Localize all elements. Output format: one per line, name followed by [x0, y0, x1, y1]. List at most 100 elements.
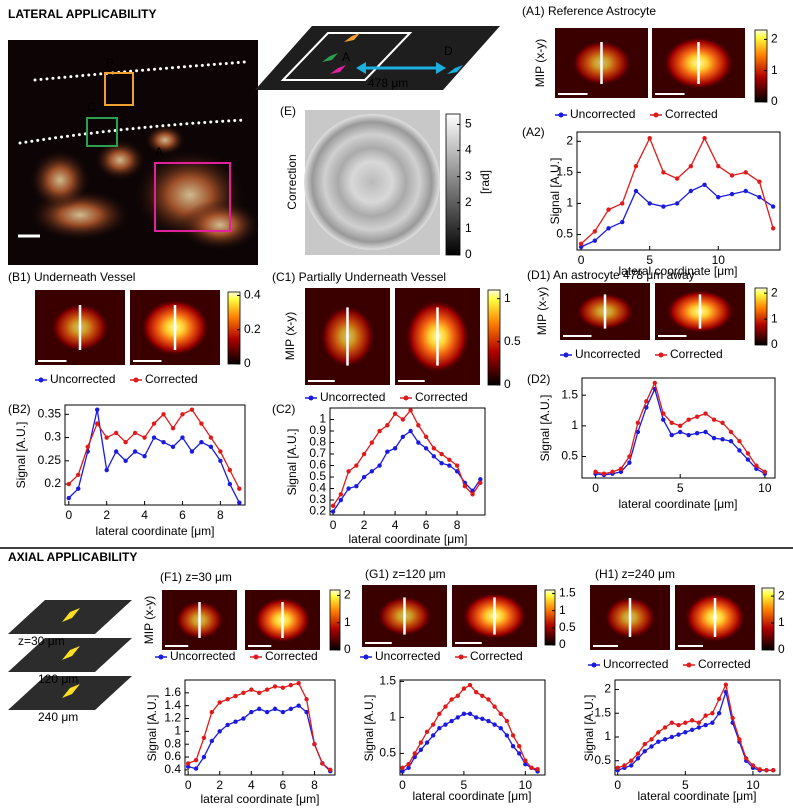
x-tick-label: 8 [454, 518, 461, 532]
data-point [737, 737, 742, 742]
astrocyte-icon [62, 684, 80, 698]
axis-label: MIP (x-y) [142, 596, 156, 644]
data-point [76, 472, 81, 477]
y-axis-label: Signal [A.U.] [362, 695, 376, 762]
data-point [720, 420, 725, 425]
data-point [95, 407, 100, 412]
data-point [113, 430, 119, 436]
data-point [689, 727, 695, 733]
data-point [504, 733, 510, 738]
y-tick-label: 1.6 [164, 685, 181, 699]
data-point [661, 170, 666, 175]
data-point [728, 438, 734, 444]
data-point [189, 449, 195, 454]
data-point [400, 765, 405, 771]
data-point [629, 763, 634, 768]
y-tick-label: 1 [319, 412, 326, 426]
x-axis-label: lateral coordinate [μm] [619, 264, 738, 278]
data-point [123, 440, 128, 445]
data-point [151, 435, 157, 440]
data-point [193, 766, 199, 771]
colorbar-tick-label: 2 [771, 285, 778, 299]
data-point [669, 432, 674, 438]
data-point [142, 435, 147, 440]
y-axis-label: Signal [A.U.] [145, 695, 159, 762]
legend-marker [253, 654, 259, 660]
legend-marker [38, 377, 44, 383]
colorbar-tick-label: 1 [344, 615, 351, 629]
y-tick-label: 0.4 [164, 762, 181, 776]
colorbar-tick-label: 5 [465, 117, 472, 131]
data-point [430, 733, 436, 738]
x-tick-label: 0 [614, 778, 621, 792]
y-tick-label: 0.5 [379, 746, 396, 760]
data-point [486, 718, 491, 724]
colorbar [487, 289, 501, 386]
legend-label: Uncorrected [170, 649, 235, 663]
x-tick-label: 6 [179, 508, 186, 522]
data-point [272, 684, 278, 689]
astrocyte-icon [344, 33, 360, 42]
data-point [418, 740, 424, 745]
y-tick-label: 0.6 [164, 749, 181, 763]
data-point [644, 405, 649, 410]
y-tick-label: 1.5 [561, 387, 578, 401]
data-point [104, 467, 109, 473]
y-tick-label: 0.6 [309, 458, 326, 472]
y-tick-label: 0.8 [309, 435, 326, 449]
axis-label: MIP (x-y) [535, 287, 549, 335]
data-point [762, 469, 768, 475]
data-point [354, 484, 359, 489]
legend-label: Corrected [665, 107, 718, 121]
colorbar-tick-label: 2 [465, 195, 472, 209]
panel-title: (D1) An astrocyte 478 μm away [527, 268, 695, 282]
data-point [662, 725, 668, 730]
y-tick-label: 0.35 [38, 406, 62, 420]
region-label: A [155, 145, 163, 159]
data-point [510, 733, 516, 738]
legend-marker [653, 112, 659, 118]
data-point [703, 411, 708, 416]
data-point [661, 417, 666, 422]
data-point [592, 238, 598, 243]
data-point [702, 136, 707, 141]
data-point [745, 457, 751, 462]
y-tick-label: 2 [566, 133, 573, 147]
data-point [424, 729, 430, 735]
colorbar-tick-label: 0 [559, 637, 566, 651]
data-point [770, 204, 776, 209]
legend-marker [308, 395, 314, 401]
arrow-head [436, 62, 446, 74]
data-point [288, 706, 293, 712]
data-point [217, 700, 222, 705]
data-point [754, 466, 759, 471]
data-point [674, 176, 680, 181]
legend-label: Uncorrected [575, 347, 640, 361]
legend-label: Uncorrected [320, 390, 385, 404]
data-point [729, 173, 735, 178]
stack-label: z=30 μm [18, 634, 65, 648]
y-tick-label: 0.7 [309, 446, 326, 460]
data-point [208, 435, 214, 440]
data-point [304, 697, 309, 702]
data-point [462, 484, 468, 489]
data-point [661, 204, 666, 209]
vessel-trace [18, 118, 247, 145]
data-point [241, 716, 246, 721]
x-tick-label: 2 [103, 508, 110, 522]
astrocyte-icon [322, 53, 338, 62]
colorbar-tick-label: 0 [771, 94, 778, 108]
data-point [642, 741, 647, 747]
data-point [454, 463, 460, 468]
data-point [288, 682, 293, 688]
colorbar [754, 29, 768, 103]
data-point [601, 471, 607, 476]
colorbar-tick-label: 4 [465, 143, 472, 157]
data-point [694, 431, 700, 436]
data-point [233, 719, 238, 724]
schematic-label: A [342, 50, 350, 64]
legend-label: Corrected [415, 390, 468, 404]
vessel-trace [33, 60, 247, 82]
data-point [361, 474, 367, 480]
